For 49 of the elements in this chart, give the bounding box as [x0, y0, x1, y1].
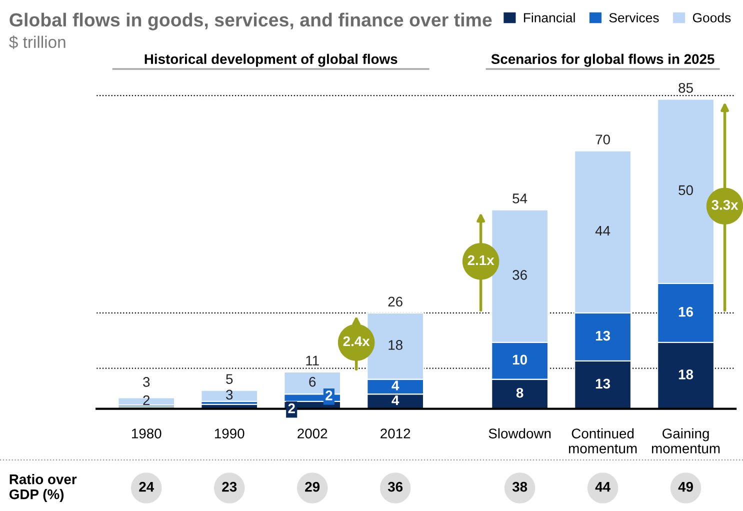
text: Scenarios for global flows in 2025 [491, 54, 714, 67]
total-label: 85 [678, 82, 693, 93]
total-label: 26 [388, 296, 402, 307]
x-tick-label: 1980 [132, 428, 162, 438]
data-label: 10 [512, 354, 527, 365]
chart-subtitle: $ trillion [9, 36, 66, 50]
data-label: 44 [595, 226, 610, 236]
data-label: 18 [388, 340, 402, 350]
text: Ratio over GDP (%) [9, 474, 77, 502]
text: 29 [305, 482, 320, 492]
data-label: 6 [309, 376, 316, 387]
data-label: 4 [392, 380, 400, 390]
text: 38 [512, 482, 528, 492]
legend-label: Services [609, 12, 659, 22]
total-label: 70 [596, 134, 610, 144]
annotation: 2.1x [468, 255, 494, 265]
x-tick-label: 1990 [214, 428, 244, 438]
x-tick-label: Slowdown [488, 428, 551, 438]
legend-label: Goods [692, 12, 731, 22]
data-label: 36 [512, 270, 527, 280]
total-label: 54 [512, 194, 528, 204]
x-tick-label: Continued momentum [568, 428, 637, 454]
annotation: 2.4x [343, 336, 370, 346]
data-label: 18 [678, 370, 694, 380]
data-label: 13 [596, 330, 610, 341]
data-label: 4 [392, 395, 400, 406]
chart-title: Global flows in goods, services, and finance over time [10, 12, 492, 30]
data-label: 3 [226, 390, 233, 400]
text: 23 [222, 482, 237, 492]
data-label: 2 [326, 390, 332, 400]
x-tick-label: 2002 [298, 428, 328, 438]
total-label: 5 [226, 374, 233, 384]
text: 36 [388, 482, 403, 492]
data-label: 2 [143, 395, 150, 406]
text: 24 [139, 482, 154, 492]
x-tick-label: Gaining momentum [652, 428, 720, 454]
text: Historical development of global flows [144, 54, 398, 67]
data-label: 13 [596, 378, 610, 389]
legend-label: Financial [524, 12, 575, 22]
data-label: 16 [678, 306, 693, 317]
data-label: 2 [288, 403, 295, 414]
total-label: 11 [306, 356, 319, 366]
data-label: 50 [678, 185, 693, 196]
text: 49 [678, 482, 693, 492]
annotation: 3.3x [712, 200, 738, 210]
total-label: 3 [143, 377, 150, 387]
data-label: 8 [516, 388, 524, 398]
x-tick-label: 2012 [380, 428, 410, 438]
text: 44 [595, 482, 610, 492]
